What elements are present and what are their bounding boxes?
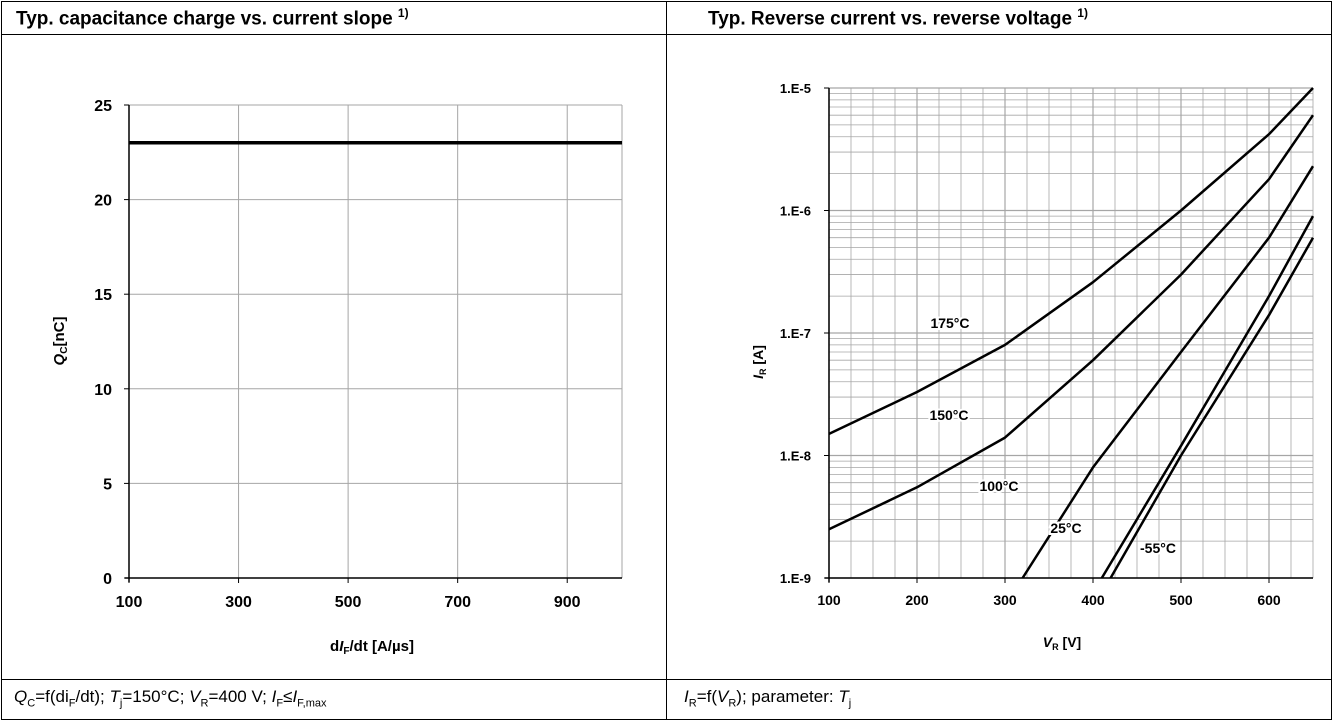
- right-chart-conditions: IR=f(VR); parameter: Tj: [684, 687, 852, 710]
- series-line: [828, 114, 1315, 531]
- curve-label: 100°C: [979, 478, 1018, 494]
- curve-label: 150°C: [929, 407, 968, 423]
- footer-divider: [1, 679, 1332, 680]
- left-chart-conditions: QC=f(diF/dt); Tj=150°C; VR=400 V; IF≤IF,…: [14, 687, 327, 710]
- y-axis-label: QC[nC]: [51, 317, 70, 366]
- left-chart-title: Typ. capacitance charge vs. current slop…: [16, 6, 409, 30]
- right-title-footnote: 1): [1077, 6, 1088, 20]
- y-tick-label: 15: [94, 287, 112, 304]
- y-tick-label: 1.E-5: [780, 81, 811, 96]
- x-tick-label: 900: [554, 594, 581, 611]
- curve-label: -55°C: [1140, 540, 1176, 556]
- y-tick-label: 1.E-7: [780, 326, 811, 341]
- y-tick-label: 10: [94, 382, 112, 399]
- x-tick-label: 500: [1169, 592, 1193, 608]
- series-line: [1100, 215, 1315, 579]
- header-divider: [1, 34, 1332, 35]
- y-tick-label: 5: [103, 476, 112, 493]
- y-tick-label: 1.E-8: [780, 449, 811, 464]
- right-chart-title: Typ. Reverse current vs. reverse voltage…: [708, 6, 1088, 30]
- right-chart: [824, 87, 1315, 583]
- x-tick-label: 300: [225, 594, 252, 611]
- column-divider: [666, 1, 667, 720]
- x-axis-label: VR [V]: [1043, 634, 1081, 652]
- left-chart: [124, 104, 623, 583]
- y-tick-label: 1.E-6: [780, 204, 811, 219]
- y-tick-label: 0: [103, 571, 112, 588]
- y-tick-label: 25: [94, 98, 112, 115]
- x-tick-label: 100: [116, 594, 143, 611]
- x-axis-label: dIF/dt [A/µs]: [330, 638, 414, 657]
- curve-label: 25°C: [1050, 520, 1081, 536]
- x-tick-label: 700: [444, 594, 471, 611]
- x-tick-label: 500: [335, 594, 362, 611]
- x-tick-label: 600: [1257, 592, 1281, 608]
- curve-label: 175°C: [930, 315, 969, 331]
- x-tick-label: 100: [817, 592, 841, 608]
- y-axis-label: IR [A]: [750, 345, 768, 379]
- y-tick-label: 20: [94, 193, 112, 210]
- y-tick-label: 1.E-9: [780, 571, 811, 586]
- x-tick-label: 200: [905, 592, 929, 608]
- left-title-footnote: 1): [397, 6, 409, 20]
- series-line: [1021, 165, 1315, 579]
- x-tick-label: 300: [993, 592, 1017, 608]
- x-tick-label: 400: [1081, 592, 1105, 608]
- series-line: [1109, 237, 1315, 579]
- series-line: [828, 87, 1314, 436]
